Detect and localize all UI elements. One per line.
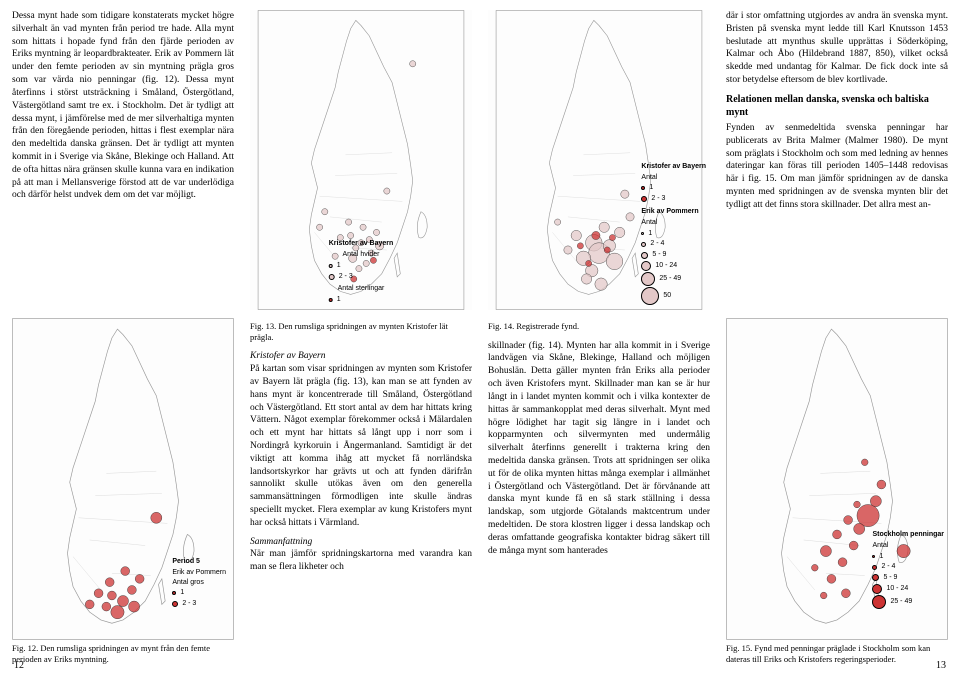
figure-13-caption: Fig. 13. Den rumsliga spridningen av myn… xyxy=(250,321,472,342)
top-right-text-column: där i stor omfattning utgjordes av andra… xyxy=(726,10,948,310)
figure-15-cell: Stockholm penningarAntal12 - 45 - 910 - … xyxy=(726,318,948,664)
legend-15: Stockholm penningarAntal12 - 45 - 910 - … xyxy=(872,530,944,610)
body-paragraph: Fynden av senmedeltida svenska penningar… xyxy=(726,122,948,212)
figure-15-caption: Fig. 15. Fynd med penningar präglade i S… xyxy=(726,643,948,664)
figure-12-cell: Period 5Erik av PommernAntal gros12 - 3 … xyxy=(12,318,234,664)
figure-14-map: Kristofer av BayernAntal12 - 3Erik av Po… xyxy=(488,10,710,310)
figure-14-caption: Fig. 14. Registrerade fynd. xyxy=(488,321,710,332)
section-heading: Relationen mellan danska, svenska och ba… xyxy=(726,93,948,120)
top-left-text-column: Dessa mynt hade som tidigare konstaterat… xyxy=(12,10,234,310)
legend-14: Kristofer av BayernAntal12 - 3Erik av Po… xyxy=(641,162,706,306)
legend-13: Kristofer av BayernAntal hvider12 - 3Ant… xyxy=(329,239,394,306)
body-paragraph: skillnader (fig. 14). Mynten har alla ko… xyxy=(488,340,710,558)
body-paragraph: På kartan som visar spridningen av mynte… xyxy=(250,363,472,530)
bottom-col-3: Fig. 14. Registrerade fynd. skillnader (… xyxy=(488,318,710,664)
subheading: Sammanfattning xyxy=(250,536,472,549)
subheading: Kristofer av Bayern xyxy=(250,350,472,363)
legend-12: Period 5Erik av PommernAntal gros12 - 3 xyxy=(172,557,226,610)
figure-13-map: Kristofer av BayernAntal hvider12 - 3Ant… xyxy=(250,10,472,310)
page-number-left: 12 xyxy=(14,659,24,673)
body-paragraph: När man jämför spridningskartorna med va… xyxy=(250,548,472,574)
body-paragraph: där i stor omfattning utgjordes av andra… xyxy=(726,10,948,87)
body-paragraph: Dessa mynt hade som tidigare konstaterat… xyxy=(12,10,234,202)
bottom-col-2: Fig. 13. Den rumsliga spridningen av myn… xyxy=(250,318,472,664)
figure-12-caption: Fig. 12. Den rumsliga spridningen av myn… xyxy=(12,643,234,664)
page-number-right: 13 xyxy=(936,659,946,673)
